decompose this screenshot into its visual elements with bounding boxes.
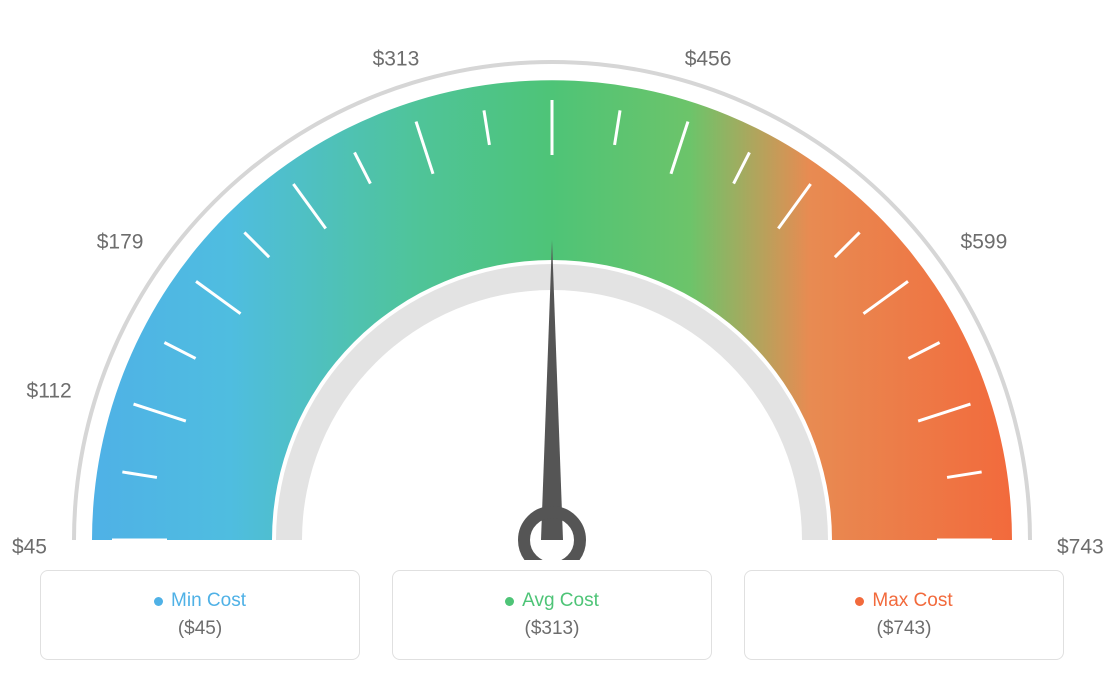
- legend-avg-title: Avg Cost: [505, 590, 599, 612]
- gauge-svg: $45 $112 $179 $313 $456 $599 $743: [0, 0, 1104, 560]
- dot-icon: [154, 597, 163, 606]
- dot-icon: [505, 597, 514, 606]
- legend-max-value: ($743): [877, 618, 932, 640]
- legend-min-title: Min Cost: [154, 590, 246, 612]
- svg-text:$179: $179: [97, 231, 144, 254]
- legend-max-label: Max Cost: [872, 590, 952, 612]
- legend-max-title: Max Cost: [855, 590, 952, 612]
- svg-text:$112: $112: [27, 379, 72, 402]
- legend-min-label: Min Cost: [171, 590, 246, 612]
- legend-card-min: Min Cost ($45): [40, 570, 360, 660]
- dot-icon: [855, 597, 864, 606]
- legend-avg-label: Avg Cost: [522, 590, 599, 612]
- svg-text:$45: $45: [12, 536, 47, 559]
- legend-min-value: ($45): [178, 618, 222, 640]
- svg-text:$456: $456: [685, 47, 732, 70]
- svg-text:$313: $313: [373, 47, 420, 70]
- svg-text:$599: $599: [961, 231, 1008, 254]
- legend-card-avg: Avg Cost ($313): [392, 570, 712, 660]
- legend-row: Min Cost ($45) Avg Cost ($313) Max Cost …: [0, 570, 1104, 660]
- svg-text:$743: $743: [1057, 536, 1104, 559]
- legend-card-max: Max Cost ($743): [744, 570, 1064, 660]
- gauge-chart: $45 $112 $179 $313 $456 $599 $743: [0, 0, 1104, 560]
- legend-avg-value: ($313): [525, 618, 580, 640]
